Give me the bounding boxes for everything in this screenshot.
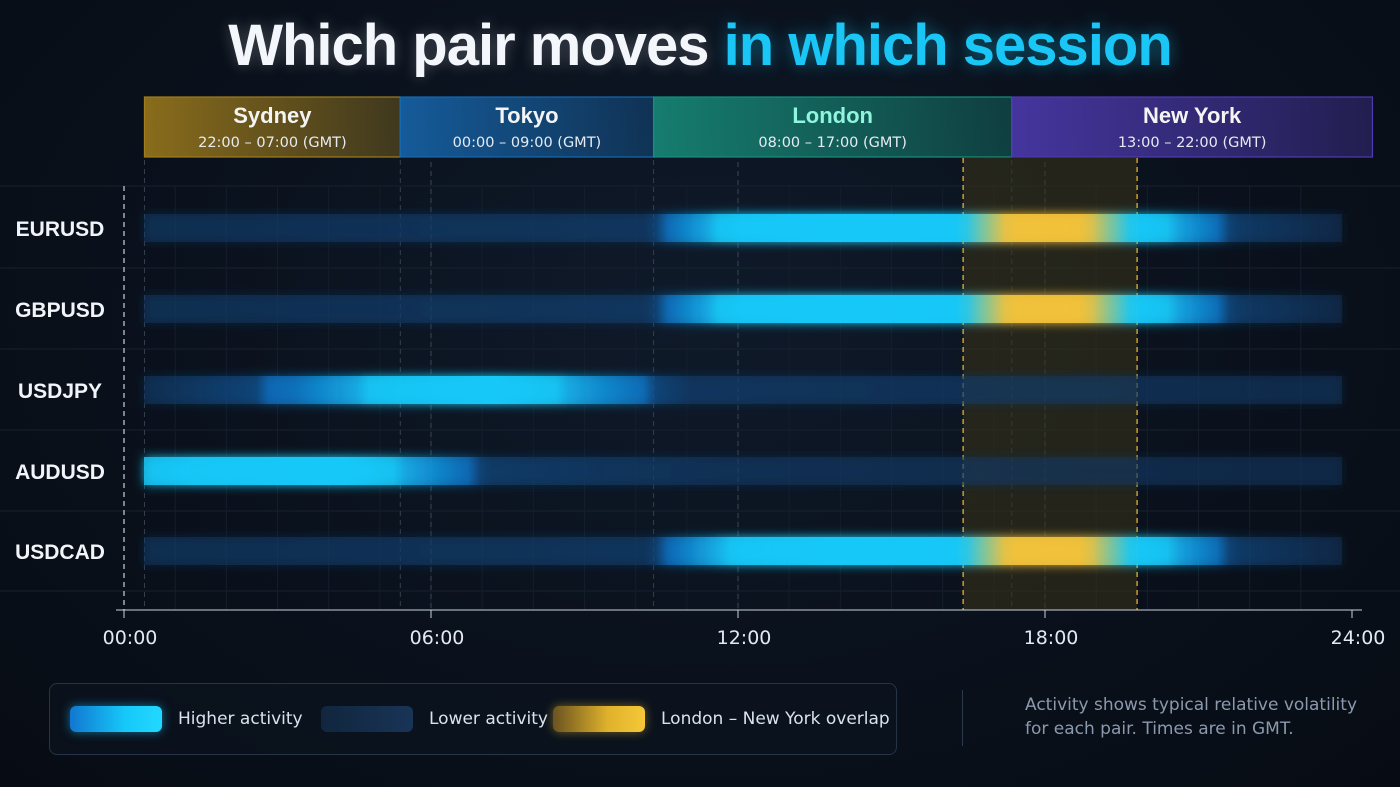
x-tick-label: 24:00 [1331, 627, 1386, 649]
x-tick-label: 18:00 [1024, 627, 1079, 649]
activity-bar-usdjpy [144, 376, 1342, 404]
session-box-new-york [1011, 96, 1374, 158]
legend-swatch-high [70, 706, 162, 732]
pair-label: USDCAD [15, 541, 105, 564]
session-name: Sydney [233, 103, 312, 128]
legend-label-low: Lower activity [429, 709, 548, 729]
session-headers: Sydney 22:00 – 07:00 (GMT) Tokyo 00:00 – 09… [143, 96, 1374, 158]
activity-bar-usdcad [144, 537, 1342, 565]
legend-item-high: Higher activity [70, 706, 303, 732]
session-box-sydney [143, 96, 401, 158]
title-part-2: in which session [723, 13, 1173, 78]
session-hours: 22:00 – 07:00 (GMT) [198, 135, 347, 151]
legend: Higher activity Lower activity London – … [49, 683, 897, 755]
legend-item-low: Lower activity [321, 706, 548, 732]
session-hours: 08:00 – 17:00 (GMT) [758, 135, 907, 151]
activity-bar-audusd [144, 457, 1342, 485]
note-divider [962, 690, 963, 746]
x-tick-label: 12:00 [717, 627, 772, 649]
x-tick-label: 00:00 [103, 627, 158, 649]
session-name: Tokyo [495, 103, 558, 128]
title-part-1: Which pair moves [228, 13, 709, 78]
footnote: Activity shows typical relative volatili… [1025, 695, 1357, 739]
chart-title: Which pair moves in which session [0, 12, 1400, 80]
legend-swatch-overlap [553, 706, 645, 732]
session-hours: 00:00 – 09:00 (GMT) [453, 135, 602, 151]
session-box-tokyo [399, 96, 655, 158]
session-activity-chart: Sydney 22:00 – 07:00 (GMT) Tokyo 00:00 – 09… [0, 96, 1400, 649]
session-name: New York [1143, 103, 1242, 128]
pair-label: GBPUSD [15, 299, 105, 322]
legend-label-overlap: London – New York overlap [661, 709, 890, 729]
x-tick-label: 06:00 [410, 627, 465, 649]
pair-label: EURUSD [16, 218, 105, 241]
session-box-london [652, 96, 1013, 158]
pair-label: USDJPY [18, 380, 102, 403]
activity-bars: EURUSD GBPUSD USDJPY AUDUSD USDCAD [15, 214, 1342, 565]
grid [0, 97, 1400, 610]
legend-label-high: Higher activity [178, 709, 303, 729]
session-name: London [792, 103, 873, 128]
activity-bar-gbpusd [144, 295, 1342, 323]
x-axis: 00:00 06:00 12:00 18:00 24:00 [103, 186, 1386, 649]
legend-item-overlap: London – New York overlap [553, 706, 890, 732]
pair-label: AUDUSD [15, 461, 105, 484]
activity-bar-eurusd [144, 214, 1342, 242]
legend-swatch-low [321, 706, 413, 732]
session-hours: 13:00 – 22:00 (GMT) [1118, 135, 1267, 151]
